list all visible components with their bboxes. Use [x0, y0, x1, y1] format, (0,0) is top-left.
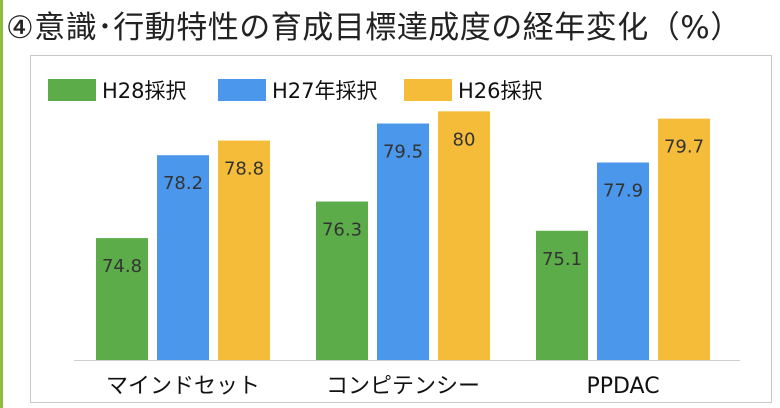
legend-label-h27: H27年採択: [272, 79, 378, 103]
legend-swatch-h27: [218, 79, 266, 101]
data-label-h26-2: 79.7: [664, 137, 704, 158]
data-label-h28-0: 74.8: [102, 256, 142, 277]
bar-h28-1: [316, 201, 368, 360]
data-label-h27-0: 78.2: [163, 173, 203, 194]
bar-h27-0: [157, 155, 209, 360]
legend-label-h26: H26採択: [458, 79, 543, 103]
data-label-h26-1: 80: [453, 129, 476, 150]
category-label-2: PPDAC: [586, 374, 659, 399]
legend-swatch-h28: [48, 79, 96, 101]
bar-h28-2: [536, 230, 588, 360]
bar-h28-0: [96, 238, 148, 360]
bar-h27-1: [377, 123, 429, 360]
bar-h26-2: [658, 118, 710, 360]
data-label-h28-2: 75.1: [542, 249, 582, 270]
category-label-0: マインドセット: [106, 374, 260, 399]
page-title: ④意識･行動特性の育成目標達成度の経年変化（%）: [6, 10, 742, 46]
legend-swatch-h26: [404, 79, 452, 101]
data-label-h27-2: 77.9: [603, 181, 643, 202]
left-accent-rule: [0, 0, 3, 408]
data-label-h26-0: 78.8: [224, 159, 264, 180]
bar-h27-2: [597, 162, 649, 360]
bar-h26-0: [218, 140, 270, 360]
category-label-1: コンピテンシー: [326, 374, 480, 399]
data-label-h28-1: 76.3: [322, 220, 362, 241]
bar-h26-1: [438, 111, 490, 360]
legend-label-h28: H28採択: [102, 79, 187, 103]
data-label-h27-1: 79.5: [383, 142, 423, 163]
